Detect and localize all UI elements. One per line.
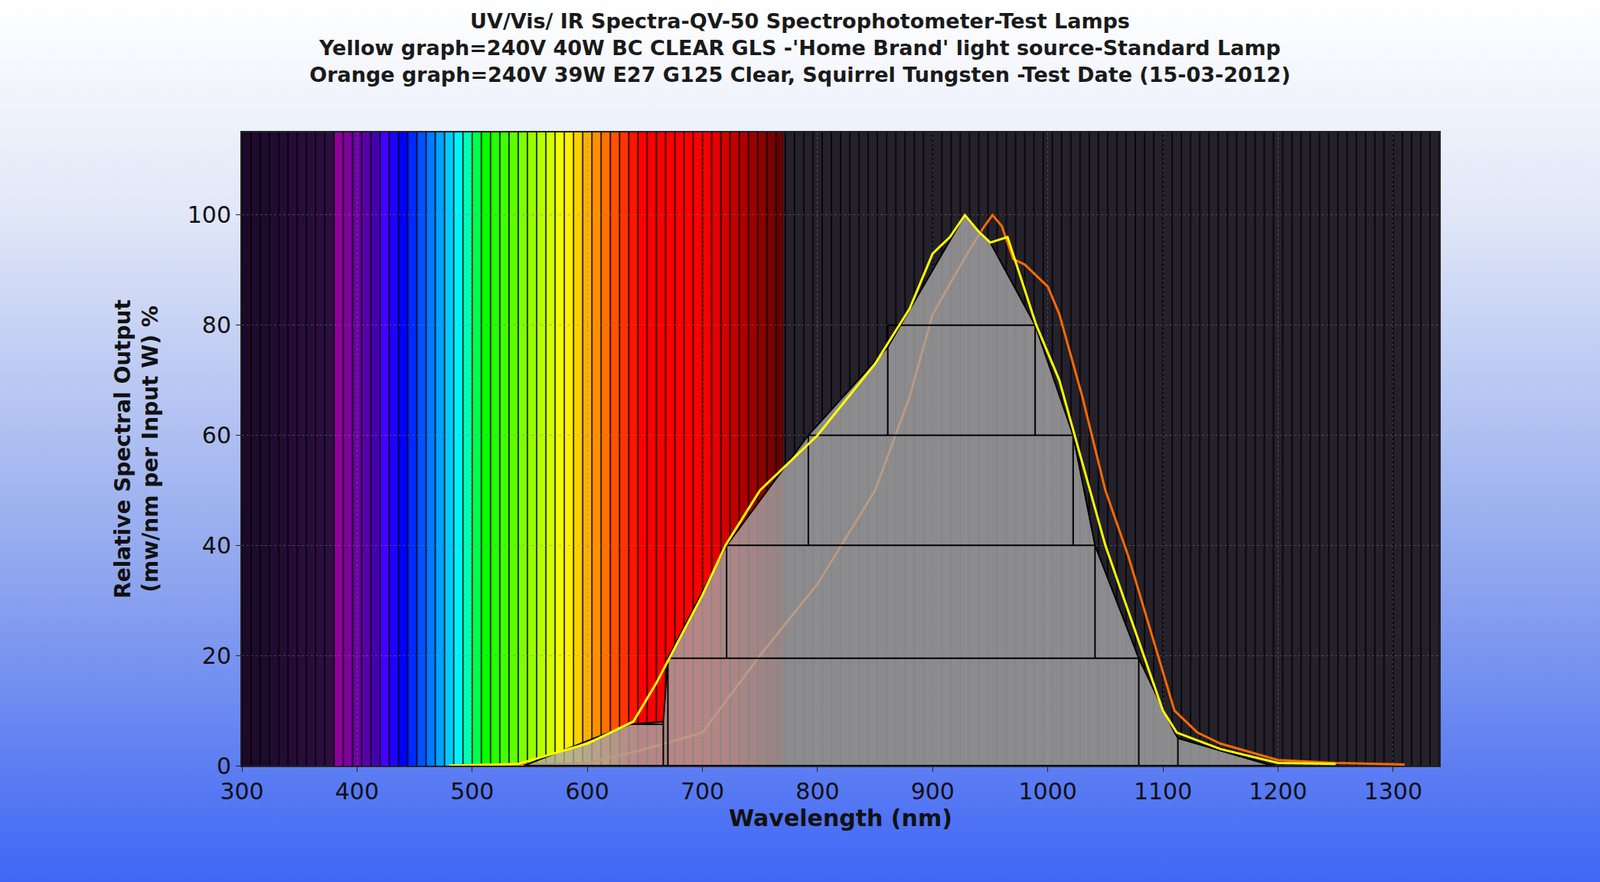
svg-text:20: 20 (202, 642, 232, 670)
svg-text:60: 60 (202, 421, 232, 449)
svg-text:1200: 1200 (1248, 777, 1307, 805)
svg-text:900: 900 (911, 777, 955, 805)
svg-text:100: 100 (187, 201, 232, 229)
svg-text:300: 300 (219, 777, 264, 805)
svg-text:UV/Vis/ IR Spectra-QV-50 Spect: UV/Vis/ IR Spectra-QV-50 Spectrophotomet… (309, 9, 1291, 87)
svg-text:1300: 1300 (1364, 777, 1423, 805)
svg-text:0: 0 (216, 752, 232, 780)
svg-text:400: 400 (335, 777, 379, 805)
svg-text:600: 600 (565, 777, 610, 805)
svg-text:800: 800 (795, 777, 840, 805)
svg-text:500: 500 (450, 777, 494, 805)
svg-text:1000: 1000 (1018, 777, 1078, 805)
svg-text:Wavelength (nm): Wavelength (nm) (728, 804, 953, 832)
svg-text:700: 700 (680, 777, 725, 805)
svg-text:80: 80 (202, 311, 232, 339)
svg-text:1100: 1100 (1133, 777, 1192, 805)
svg-text:Relative Spectral Output(mw/nm: Relative Spectral Output(mw/nm per Input… (110, 299, 164, 599)
svg-text:40: 40 (202, 532, 232, 559)
